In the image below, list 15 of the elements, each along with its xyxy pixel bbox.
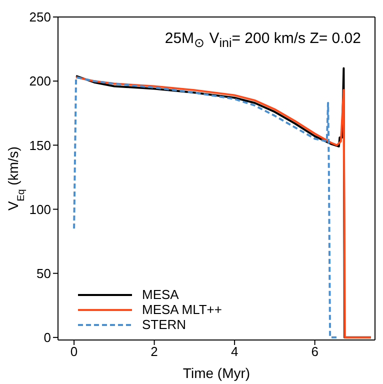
- legend-label: MESA MLT++: [142, 302, 222, 317]
- x-axis-title: Time (Myr): [182, 365, 250, 381]
- legend-label: STERN: [142, 317, 186, 332]
- y-tick-label: 150: [29, 138, 51, 153]
- y-tick-label: 200: [29, 74, 51, 89]
- x-tick-label: 6: [311, 344, 318, 360]
- legend-label: MESA: [142, 287, 179, 302]
- y-tick-label: 50: [36, 266, 51, 281]
- x-tick-label: 2: [150, 344, 158, 360]
- y-tick-label: 0: [44, 330, 51, 346]
- x-tick-label: 0: [70, 344, 78, 360]
- text: 25M$_{⊙}$ V$_{ini}$= 200 km/s Z= 0.02: [164, 30, 361, 50]
- y-tick-label: 250: [29, 10, 51, 25]
- y-tick-label: 100: [29, 202, 51, 217]
- x-tick-label: 4: [230, 344, 238, 360]
